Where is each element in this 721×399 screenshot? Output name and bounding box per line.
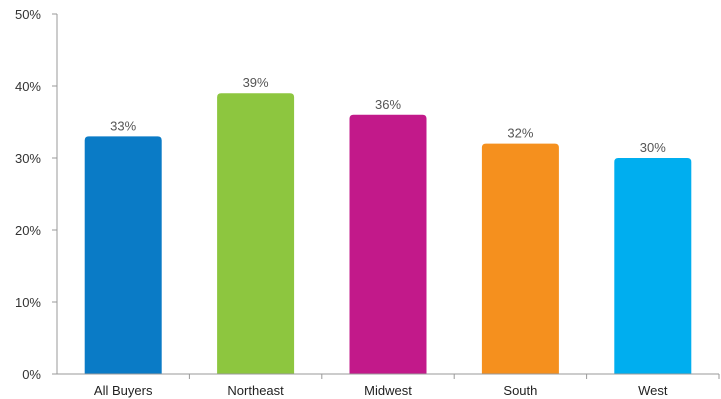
x-tick-label: Midwest <box>364 383 412 398</box>
y-tick-label: 30% <box>15 151 41 166</box>
data-label: 32% <box>507 126 533 141</box>
data-label: 39% <box>243 75 269 90</box>
y-tick-label: 20% <box>15 223 41 238</box>
x-tick-label: All Buyers <box>94 383 153 398</box>
bars <box>84 93 692 375</box>
data-labels: 33% 39% 36% 32% 30% <box>110 75 666 155</box>
data-label: 36% <box>375 97 401 112</box>
x-tick-label: South <box>503 383 537 398</box>
bar-west <box>614 158 692 374</box>
data-label: 30% <box>640 140 666 155</box>
bar-midwest <box>349 114 427 375</box>
bar-all-buyers <box>84 136 162 374</box>
x-axis: All Buyers Northeast Midwest South West <box>57 373 720 398</box>
bar-northeast <box>217 93 295 374</box>
y-tick-label: 40% <box>15 79 41 94</box>
y-axis: 0% 10% 20% 30% 40% 50% <box>15 7 58 382</box>
x-tick-label: West <box>638 383 668 398</box>
bar-south <box>481 143 559 374</box>
y-tick-label: 50% <box>15 7 41 22</box>
y-tick-label: 0% <box>22 367 41 382</box>
x-tick-label: Northeast <box>227 383 284 398</box>
y-tick-label: 10% <box>15 295 41 310</box>
data-label: 33% <box>110 118 136 133</box>
